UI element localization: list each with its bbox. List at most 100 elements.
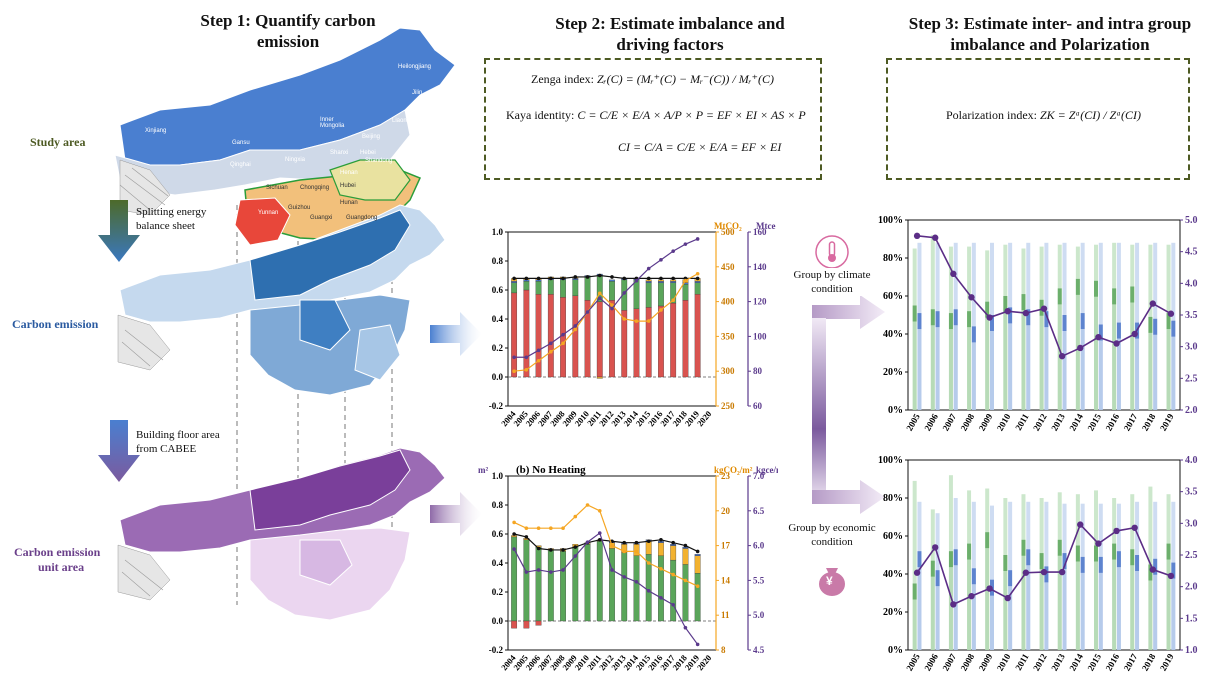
bar-segment <box>670 559 677 622</box>
bar-segment <box>596 301 603 378</box>
bar-green-fade <box>1075 294 1080 410</box>
ci-formula: CI = C/A = C/E × E/A = EF × EI <box>618 140 782 154</box>
series-point <box>622 317 627 321</box>
series-point <box>597 296 602 300</box>
right2-tick-label: 5.0 <box>753 610 765 620</box>
right2-tick-label: 6.0 <box>753 541 765 551</box>
polarization-point <box>1022 569 1030 576</box>
left-tick-label: 0.8 <box>492 256 504 266</box>
bar-segment <box>523 289 530 378</box>
province-label: Heilongjiang <box>398 64 432 70</box>
bar-segment <box>523 620 530 629</box>
polarization-point <box>1077 521 1084 528</box>
right1-tick-label: 500 <box>721 227 735 237</box>
climate-line2: condition <box>811 283 853 295</box>
series-point <box>610 306 614 311</box>
left-tick-label: 0.0 <box>492 372 504 382</box>
bar-segment <box>645 307 652 378</box>
series-point <box>659 596 663 600</box>
bar-green <box>1148 316 1153 333</box>
bar-green <box>1166 313 1171 330</box>
left-tick-label: 80% <box>883 493 903 504</box>
province-label: Henan <box>340 170 358 176</box>
province-label: Qinghai <box>230 162 251 168</box>
study-area-label: Study area <box>30 135 86 149</box>
bar-segment <box>560 279 566 298</box>
bar-segment <box>596 376 603 379</box>
bar-blue-fade <box>1080 329 1085 410</box>
polarization-point <box>1095 333 1102 341</box>
down-arrow-1 <box>98 200 140 262</box>
step2-title: Step 2: Estimate imbalance and driving f… <box>525 13 815 55</box>
splitting-energy-caption: Splitting energy balance sheet <box>136 205 226 233</box>
bar-green-fade <box>1021 555 1026 650</box>
bar-segment <box>547 279 554 295</box>
right-tick-label: 3.5 <box>1185 310 1198 321</box>
right2-tick-label: 5.5 <box>753 575 765 585</box>
series-point <box>536 568 541 572</box>
building-floor-caption: Building floor area from CABEE <box>136 428 246 456</box>
bar-green-fade <box>912 321 917 410</box>
series-point <box>561 548 565 552</box>
category-label: 2020 <box>695 409 714 428</box>
bar-segment <box>682 564 689 622</box>
right2-tick-label: 80 <box>753 366 763 376</box>
bar-blue <box>1116 551 1121 568</box>
polarization-point <box>950 601 957 608</box>
right2-tick-label: 7.0 <box>753 471 765 481</box>
series-point <box>610 303 614 307</box>
bar-blue-fade <box>971 584 976 650</box>
splitting-energy-line1: Splitting energy <box>136 206 207 218</box>
kaya-label: Kaya identity: <box>506 108 575 122</box>
left-tick-label: 0.8 <box>492 500 504 510</box>
left-tick-label: 100% <box>878 455 903 466</box>
step3-title-line1: Step 3: Estimate inter- and intra group <box>908 14 1192 33</box>
right-tick-label: 4.0 <box>1185 278 1198 289</box>
series-point <box>512 520 516 525</box>
right1-tick-label: 20 <box>721 506 731 516</box>
left-tick-label: 20% <box>883 367 903 378</box>
series-point <box>610 275 614 279</box>
province-label: Beijing <box>362 134 381 140</box>
category-label: 2017 <box>1122 652 1140 673</box>
left-tick-label: 0.0 <box>492 616 504 626</box>
category-label: 2019 <box>1158 412 1176 433</box>
polarization-point <box>950 270 957 278</box>
right2-tick-label: 60 <box>753 401 763 411</box>
series-point <box>549 341 553 346</box>
bar-segment <box>511 620 518 629</box>
series-point <box>622 540 627 545</box>
bracket-arrow-lower <box>812 480 885 514</box>
category-label: 2012 <box>1031 652 1049 673</box>
polarization-point <box>986 314 993 321</box>
bar-segment <box>670 281 677 283</box>
down-arrow-2 <box>98 420 140 482</box>
polarization-formula: ZK = Zᵃ(CI) / Zᵃ(CI) <box>1039 108 1141 122</box>
step2-title-line2: driving factors <box>616 35 724 54</box>
series-point <box>683 625 688 630</box>
bar-blue-fade <box>917 567 922 650</box>
bar-blue-fade <box>1062 331 1067 410</box>
bar-blue-fade <box>1026 565 1031 650</box>
right-tick-label: 2.0 <box>1185 582 1198 593</box>
bar-blue-fade <box>1116 338 1121 410</box>
left-tick-label: 100% <box>878 215 903 226</box>
category-label: 2010 <box>995 652 1013 673</box>
polarization-point <box>1113 340 1120 347</box>
bar-blue <box>935 570 940 587</box>
series-point <box>524 355 529 360</box>
series-point <box>646 539 651 544</box>
bar-green-fade <box>967 559 972 650</box>
bar-green <box>930 560 935 577</box>
bar-segment <box>633 555 640 622</box>
plot-frame <box>907 459 1181 651</box>
bar-light-blue <box>971 242 976 410</box>
bar-green-fade <box>1130 302 1135 410</box>
chart-climate: 0% 20% 40% 60% 80% 100% 2.0 2.5 3.0 3.5 4.0 4.5 5.0 2… <box>878 215 1198 433</box>
bar-segment <box>572 279 579 296</box>
bar-green-fade <box>1130 565 1135 650</box>
series-point <box>536 358 541 363</box>
series-point <box>683 543 688 548</box>
series-point <box>549 349 553 354</box>
province-label: Inner Mongolia <box>320 117 345 129</box>
